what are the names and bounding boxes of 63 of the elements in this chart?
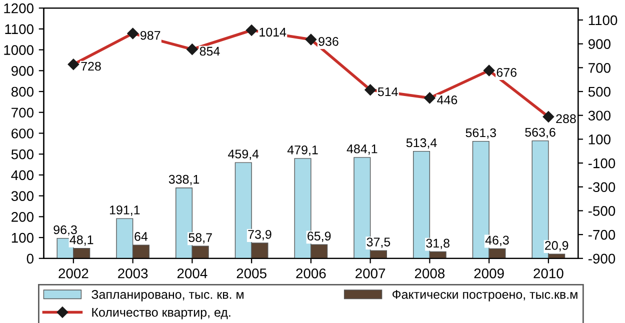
data-label: 479,1 [287, 145, 318, 156]
data-label: 676 [496, 68, 516, 77]
y2-tick-label: 100 [588, 134, 610, 144]
y-tick-label: 300 [11, 191, 34, 201]
x-tick-label: 2010 [534, 268, 564, 278]
y-tick-label: 800 [11, 86, 34, 97]
y2-tick-label: 300 [588, 110, 610, 121]
y-tick-label: 400 [11, 170, 34, 180]
y-tick-label: 0 [26, 254, 34, 264]
y2-tick-label: -700 [588, 230, 616, 240]
y2-tick-label: -100 [588, 158, 616, 168]
y2-tick-label: -300 [588, 182, 616, 192]
data-label: 936 [318, 37, 338, 46]
x-tick-label: 2008 [414, 268, 445, 278]
x-tick-label: 2007 [356, 268, 386, 278]
y2-tick-label: 1100 [588, 15, 618, 26]
data-label: 58,7 [188, 233, 212, 244]
data-label: 561,3 [466, 128, 496, 139]
legend-label: Запланировано, тыс. кв. м [92, 290, 244, 302]
x-tick-label: 2009 [474, 268, 504, 278]
y-tick-label: 1000 [4, 45, 34, 55]
y2-tick-label: 500 [588, 86, 610, 97]
data-label: 46,3 [485, 236, 509, 246]
data-label: 446 [437, 95, 458, 104]
data-label: 514 [378, 87, 398, 96]
data-label: 31,8 [426, 238, 450, 250]
x-tick-label: 2005 [236, 268, 266, 278]
data-label: 96,3 [54, 225, 77, 236]
y-tick-label: 500 [11, 149, 34, 160]
x-tick-label: 2003 [118, 268, 148, 278]
y-tick-label: 200 [12, 212, 34, 222]
x-tick-label: 2002 [58, 268, 88, 278]
data-label: 65,9 [308, 232, 331, 242]
data-label: 484,1 [346, 144, 378, 155]
y-tick-label: 1200 [4, 3, 34, 14]
legend-label: Количество квартир, ед. [92, 308, 230, 320]
data-label: 191,1 [110, 206, 140, 216]
y-tick-label: 700 [12, 108, 34, 118]
data-label: 987 [140, 30, 160, 40]
data-label: 563,6 [525, 128, 556, 138]
y2-tick-label: -900 [588, 254, 616, 264]
y-tick-label: 100 [12, 232, 34, 243]
data-label: 728 [81, 62, 101, 71]
data-label: 854 [200, 46, 220, 56]
y2-tick-label: -500 [588, 206, 616, 216]
x-tick-label: 2006 [296, 268, 326, 278]
y2-tick-label: 700 [588, 63, 610, 73]
y-tick-label: 900 [12, 66, 34, 76]
data-label: 48,1 [70, 235, 94, 246]
data-label: 73,9 [248, 230, 272, 240]
y-tick-label: 600 [12, 128, 34, 138]
data-label: 459,4 [228, 150, 259, 160]
data-label: 338,1 [168, 174, 200, 186]
data-label: 288 [556, 114, 576, 124]
data-label: 513,4 [406, 138, 437, 149]
legend-label: Фактически построено, тыс.кв.м [392, 290, 578, 302]
y-tick-label: 1100 [5, 24, 34, 34]
data-label: 37,5 [366, 238, 390, 248]
x-tick-label: 2004 [177, 268, 208, 278]
data-label: 20,9 [545, 241, 568, 252]
data-label: 1014 [260, 28, 286, 37]
y2-tick-label: 900 [588, 39, 610, 50]
data-label: 64 [134, 232, 148, 241]
